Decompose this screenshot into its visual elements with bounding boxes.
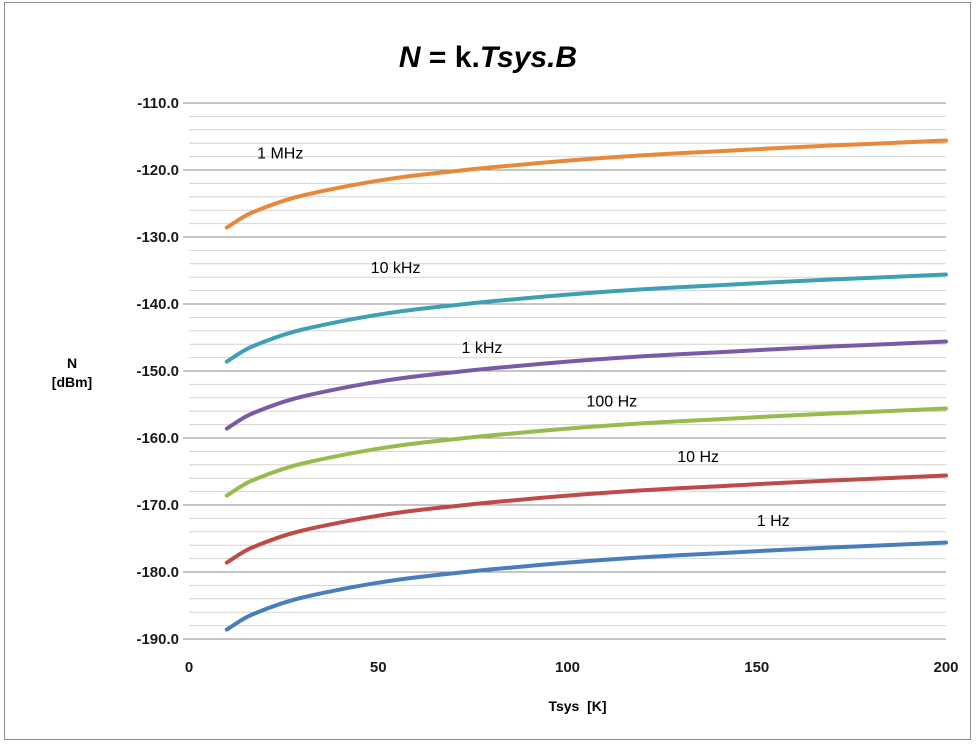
- y-tick-label: -150.0: [136, 363, 179, 380]
- y-tick-label: -190.0: [136, 631, 179, 648]
- y-tick-label: -140.0: [136, 296, 179, 313]
- x-tick-label: 100: [555, 659, 580, 676]
- x-tick-label: 200: [933, 659, 958, 676]
- y-tick-label: -170.0: [136, 497, 179, 514]
- series-line-10-hz: [224, 473, 948, 565]
- chart-svg: N = k.Tsys.B -110.0 -120.0 -130.0 -140.0 -15…: [52, 41, 959, 714]
- series-line-1-khz: [224, 339, 948, 431]
- series-label: 1 Hz: [757, 513, 790, 530]
- series-label: 1 MHz: [257, 146, 303, 163]
- series-labels: 1 MHz 10 kHz 1 kHz 100 Hz 10 Hz 1 Hz: [257, 146, 790, 530]
- series-line-1-mhz: [224, 138, 948, 230]
- y-tick-label: -110.0: [137, 95, 179, 112]
- title-segment: Tsys.B: [480, 41, 577, 74]
- x-tick-label: 50: [370, 659, 387, 676]
- chart-title: N = k.Tsys.B: [399, 41, 577, 74]
- title-segment: = k.: [421, 41, 480, 74]
- series-lines: [224, 138, 948, 632]
- y-tick-label: -180.0: [136, 564, 179, 581]
- minor-gridlines: [189, 115, 946, 627]
- title-segment: N: [399, 41, 422, 74]
- series-line-1-hz: [224, 540, 948, 632]
- x-axis-label: Tsys [K]: [548, 698, 606, 714]
- series-label: 10 Hz: [677, 449, 719, 466]
- major-gridlines: [183, 102, 946, 640]
- x-tick-label: 0: [185, 659, 193, 676]
- series-label: 10 kHz: [371, 260, 421, 277]
- series-label: 100 Hz: [586, 394, 637, 411]
- y-axis-label-line: [dBm]: [52, 374, 92, 390]
- y-tick-labels: -110.0 -120.0 -130.0 -140.0 -150.0 -160.0 -170…: [136, 95, 179, 648]
- y-axis-label: N [dBm]: [52, 355, 92, 390]
- y-axis-label-line: N: [67, 355, 77, 371]
- y-tick-label: -160.0: [136, 430, 179, 447]
- series-line-10-khz: [224, 272, 948, 364]
- x-tick-labels: 0 50 100 150 200: [185, 659, 959, 676]
- y-tick-label: -120.0: [136, 162, 179, 179]
- y-tick-label: -130.0: [136, 229, 179, 246]
- series-line-100-hz: [224, 406, 948, 498]
- x-tick-label: 150: [744, 659, 769, 676]
- series-label: 1 kHz: [462, 340, 503, 357]
- chart-frame: N = k.Tsys.B -110.0 -120.0 -130.0 -140.0 -15…: [4, 2, 971, 740]
